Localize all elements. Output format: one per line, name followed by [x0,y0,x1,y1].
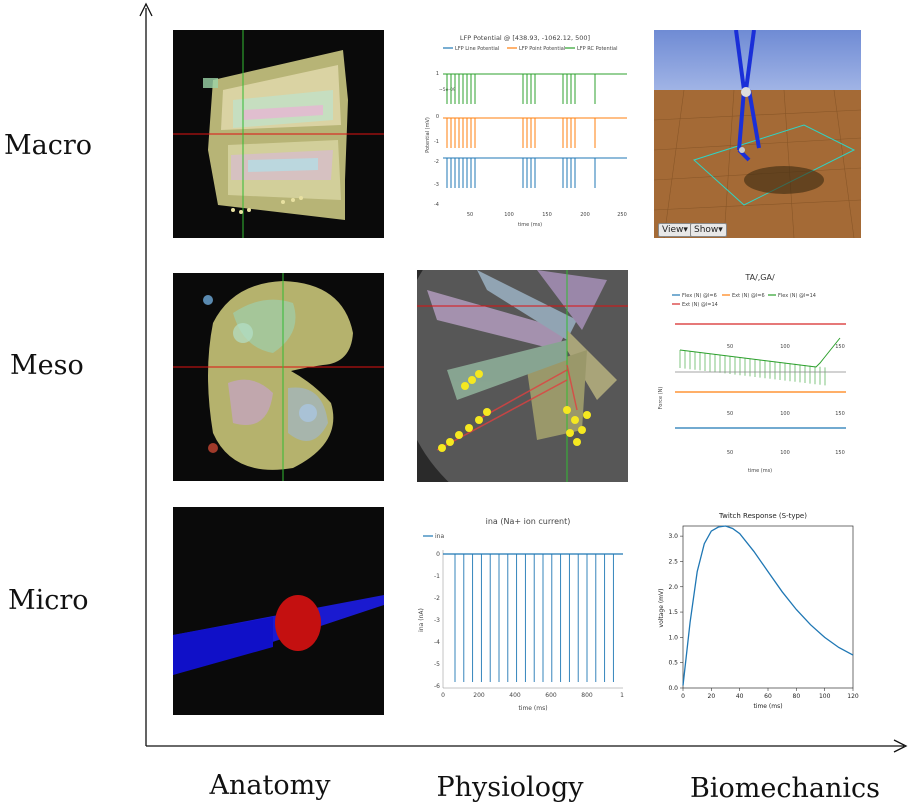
lfp-xlabel: time (ms) [518,222,542,228]
force-xtick: 50 [727,450,733,456]
twitch-xtick-label: 20 [708,693,716,700]
ina-chart-title: ina (Na+ ion current) [486,517,571,526]
lfp-xtick: 50 [467,212,473,218]
force-xtick: 100 [780,411,790,417]
ina-xtick: 200 [473,692,485,699]
force-xtick: 100 [780,450,790,456]
twitch-xtick-label: 120 [847,693,859,700]
lfp-legend-2: LFP Point Potential [519,46,565,52]
ina-xtick: 600 [545,692,557,699]
lfp-xtick: 200 [580,212,590,218]
ina-xtick: 800 [581,692,593,699]
column-label-anatomy: Anatomy [209,770,331,801]
lfp-legend-1: LFP Line Potential [455,46,499,52]
ina-xtick: 400 [509,692,521,699]
caret-down-icon: ▾ [718,225,723,235]
row-label-micro: Micro [8,585,89,616]
micro-anatomy-render [173,507,384,715]
twitch-series-line [682,525,854,686]
twitch-xlabel: time (ms) [753,703,782,710]
ina-ytick: -5 [434,661,440,668]
show-button[interactable]: Show▾ [690,223,727,237]
twitch-ytick-label: 0.0 [668,685,678,692]
force-xlabel: time (ms) [748,468,772,474]
meso-anatomy-render [173,273,384,481]
force-ylabel: Force (N) [658,387,664,410]
force-xtick: 50 [727,411,733,417]
force-xtick: 150 [835,411,845,417]
lfp-ytick: -1 [434,139,439,145]
ina-xlabel: time (ms) [518,705,547,712]
twitch-xtick-label: 60 [764,693,772,700]
twitch-ytick-label: 2.0 [668,584,678,591]
force-legend-4: Ext (N) @l=14 [682,302,718,308]
force-legend-1: Flex (N) @l=6 [682,293,717,299]
twitch-ytick-label: 3.0 [668,533,678,540]
force-legend-3: Flex (N) @l=14 [778,293,816,299]
ina-xtick: 0 [441,692,445,699]
meso-biomechanics-force-chart: TA/,GA/ Flex (N) @l=6 Ext (N) @l=6 Flex … [650,268,860,482]
force-chart-title: TA/,GA/ [744,273,775,282]
lfp-legend-3: LFP RC Potential [577,46,617,52]
twitch-ytick-label: 2.5 [668,558,678,565]
lfp-ytick: 0 [436,114,439,120]
lfp-ytick: -2 [434,159,439,165]
twitch-xtick-label: 0 [681,693,685,700]
macro-anatomy-render [173,30,384,238]
lfp-chart-title: LFP Potential @ [438.93, -1062.12, 500] [460,34,590,42]
twitch-xtick-label: 100 [819,693,831,700]
column-label-physiology: Physiology [436,772,584,803]
macro-physiology-lfp-chart: LFP Potential @ [438.93, -1062.12, 500] … [415,30,630,238]
micro-physiology-ina-chart: ina (Na+ ion current) ina ina (nA) 0 -1 … [413,510,628,716]
ina-legend: ina [435,533,444,540]
twitch-ytick-label: 1.0 [668,634,678,641]
column-label-biomechanics: Biomechanics [690,773,880,804]
force-xtick: 150 [835,450,845,456]
twitch-xtick-label: 80 [793,693,801,700]
force-xtick: 150 [835,344,845,350]
view-button[interactable]: View▾ [658,223,692,237]
twitch-chart-title: Twitch Response (S-type) [718,512,807,520]
caret-down-icon: ▾ [683,225,688,235]
ina-ytick: 0 [436,551,440,558]
ina-xtick: 1 [620,692,624,699]
lfp-xtick: 250 [617,212,627,218]
lfp-ylabel: Potential (mV) [425,117,431,153]
twitch-response-chart: Twitch Response (S-type) voltage (mV) ti… [655,508,860,715]
ina-ylabel: ina (nA) [418,608,425,632]
row-label-meso: Meso [10,350,84,381]
force-xtick: 50 [727,344,733,350]
macro-biomechanics-render: View▾ Show▾ [654,30,861,238]
lfp-ytick: -3 [434,182,439,188]
twitch-ytick-label: 0.5 [668,660,678,667]
meso-physiology-render [417,270,628,482]
row-label-macro: Macro [4,130,93,161]
ina-ytick: -3 [434,617,440,624]
lfp-ytick: -4 [434,202,439,208]
lfp-xtick: 100 [504,212,514,218]
ina-ytick: -4 [434,639,440,646]
twitch-ylabel: voltage (mV) [658,589,665,628]
twitch-xtick-label: 40 [736,693,744,700]
force-legend-2: Ext (N) @l=6 [732,293,765,299]
ina-ytick: -2 [434,595,440,602]
ina-ytick: -6 [434,683,440,690]
lfp-xtick: 150 [542,212,552,218]
twitch-ytick-label: 1.5 [668,609,678,616]
lfp-ytick: 1 [436,71,439,77]
ina-ytick: -1 [434,573,440,580]
force-xtick: 100 [780,344,790,350]
